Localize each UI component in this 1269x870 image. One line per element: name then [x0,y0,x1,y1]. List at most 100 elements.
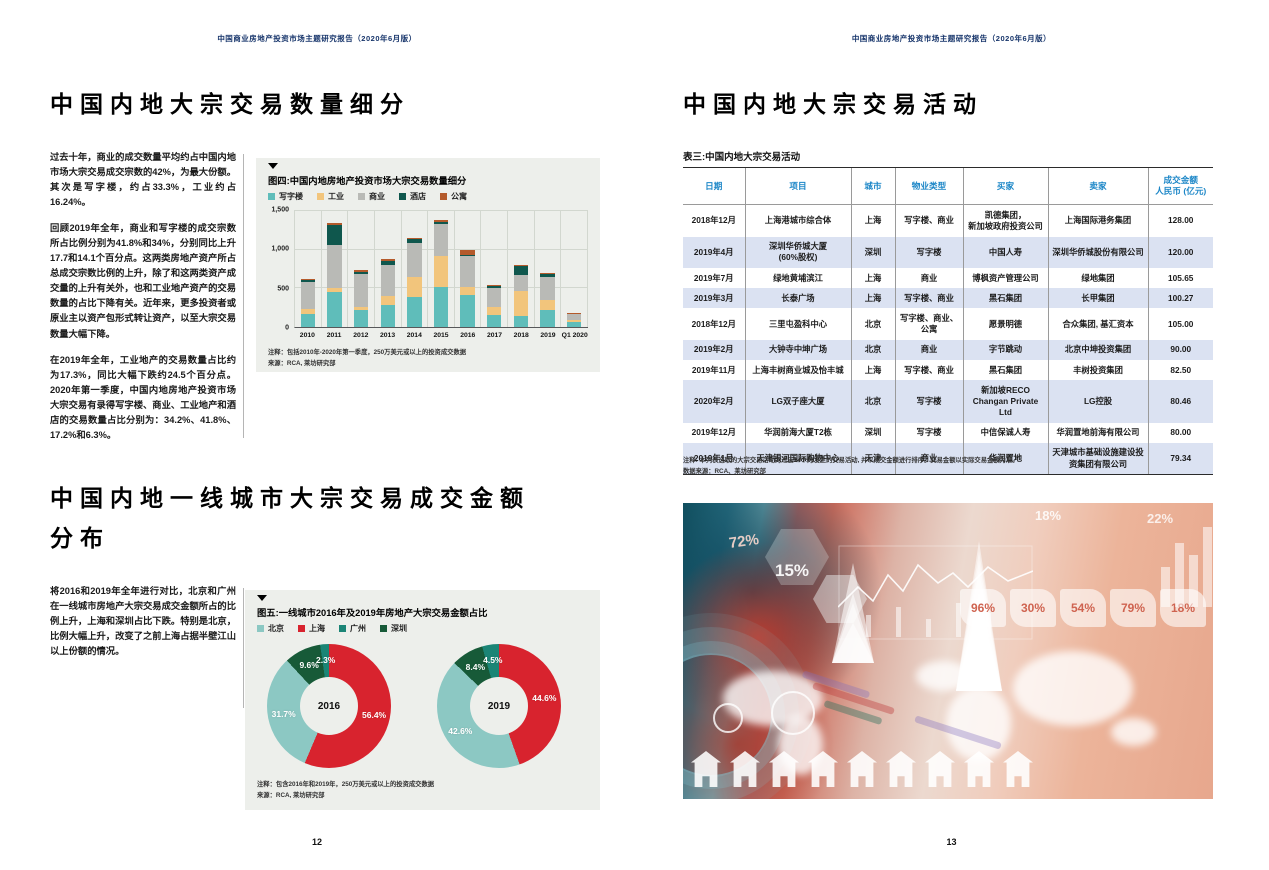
table-cell: 长泰广场 [744,288,851,309]
bar-segment-写字楼 [460,294,475,327]
table-cell: 绿地集团 [1047,268,1148,289]
overlay-bar [1161,567,1170,607]
world-map-blob [916,661,971,691]
page-number: 13 [946,837,957,847]
overlay-bar [1189,555,1198,607]
table-cell: 105.00 [1147,308,1213,340]
table-cell: 80.46 [1147,380,1213,423]
table-cell: 商业 [894,268,963,289]
section-title-deal-activity: 中国内地大宗交易活动 [683,91,983,117]
table-cell: 北京 [850,308,895,340]
overlay-bar [1175,543,1184,607]
table-cell: 2019年11月 [691,364,736,375]
table-cell: 上海 [850,268,895,289]
bar-segment-写字楼 [380,305,395,327]
table-cell: 深圳 [850,236,895,269]
house-icon [769,751,799,787]
table-cell: LG控股 [1047,380,1148,423]
bar-segment-写字楼 [327,291,342,327]
bar-segment-写字楼 [513,316,529,327]
table-row: 2018年12月 上海港城市综合体 上海 写字楼、商业 凯德集团， 新加坡政府投资公司上… [683,204,1213,237]
house-icons-row [691,751,1033,787]
donut-slice-label: 44.6% [532,693,557,704]
legend-item: 北京 [257,623,284,634]
bar-segment-商业 [460,255,475,287]
legend-swatch-icon [257,625,264,632]
page-number: 12 [311,837,322,847]
bar-segment-商业 [487,288,502,307]
bar-segment-商业 [380,265,395,297]
table-cell: 写字楼、商业、公寓 [894,308,963,340]
table-cell: 中信保诚人寿 [962,422,1048,443]
bar-segment-商业 [567,313,582,321]
running-header: 中国商业房地产投资市场主题研究报告（2020年6月版） [217,34,417,43]
legend-item: 工业 [317,191,344,202]
legend-swatch-icon [358,193,365,200]
figure4-legend: 写字楼 工业 商业 酒店 公寓 [268,191,467,202]
table-row: 2019年4月 深圳华侨城大厦 (60%股权) 深圳 写字楼 中国人寿 深圳华侨城股份有限… [683,236,1213,269]
table-cell: LG双子座大厦 [744,380,851,423]
page-12: 中国商业房地产投资市场主题研究报告（2020年6月版） 中国内地大宗交易数量细分… [0,0,634,870]
table-cell: 2018年12月 [691,318,736,329]
table-cell: 商业 [894,442,963,476]
table-cell: 深圳华侨城股份有限公司 [1047,236,1148,269]
bar-segment-公寓 [327,222,342,225]
legend-item: 上海 [298,623,325,634]
figure5-panel: 图五:一线城市2016年及2019年房地产大宗交易金额占比 北京 上海 广州 深圳 5… [245,590,600,810]
table-cell: 128.00 [1147,204,1213,237]
legend-item: 广州 [339,623,366,634]
figure4-title: 图四:中国内地房地产投资市场大宗交易数量细分 [268,176,467,186]
bar-segment-公寓 [300,278,315,281]
donut-slice-label: 4.5% [483,655,503,666]
table-cell: 120.00 [1147,236,1213,269]
table-cell: 字节跳动 [962,339,1048,361]
bar-column [535,211,562,327]
table-cell: 写字楼、商业 [894,360,963,381]
body-text-section2: 将2016和2019年全年进行对比，北京和广州在一线城市房地产大宗交易成交金额所… [50,584,236,670]
table-cell: 商业 [894,339,963,361]
table-cell: 深圳 [850,422,895,443]
table-cell: 华润置地前海有限公司 [1047,422,1148,443]
donut-chart-2019: 44.6% 42.6% 8.4% 4.5% 2019 [437,644,561,768]
donut-slice-label: 2.3% [315,655,336,666]
percent-label: 15% [775,561,810,580]
table-cell: 三里屯盈科中心 [744,308,851,340]
bar-segment-酒店 [353,271,369,274]
table-cell: 上海 [850,204,895,237]
table-row: 2019年12月 华润前海大厦T2栋 深圳 写字楼 中信保诚人寿 华润置地前海有限公司 80… [683,422,1213,443]
bar-column [561,211,589,327]
bar-segment-工业 [460,286,475,295]
percent-label: 18% [1035,508,1062,523]
bar-segment-工业 [567,320,582,323]
legend-item: 酒店 [399,191,426,202]
table-cell: 2019年12月 [691,427,736,438]
column-divider [243,154,244,438]
bar-segment-工业 [300,309,315,314]
table-cell: 2020年2月 [693,395,734,406]
legend-swatch-icon [380,625,387,632]
bar-column [322,211,349,327]
table-caption: 表三:中国内地大宗交易活动 [683,152,801,163]
table-cell: 长甲集团 [1047,288,1148,309]
column-header-buyer: 买家 [962,166,1048,206]
house-icon [1003,751,1033,787]
bar-segment-酒店 [380,261,395,266]
page-13: 中国商业房地产投资市场主题研究报告（2020年6月版） 中国内地大宗交易活动 表… [634,0,1269,870]
donut-slice-label: 9.6% [299,659,319,670]
paragraph: 过去十年，商业的成交数量平均约占中国内地市场大宗交易成交宗数的42%，为最大份额… [50,152,236,208]
overlay-bar [1203,527,1212,607]
section-title-deal-volume-breakdown: 中国内地大宗交易数量细分 [50,91,410,117]
table-row: 2019年11月 上海丰树商业城及怡丰城 上海 写字楼、商业 黑石集团 丰树投资集团 82.… [683,360,1213,381]
table-cell: 黑石集团 [962,360,1048,381]
bar-segment-工业 [540,299,555,310]
table-cell: 北京中坤投资集团 [1047,339,1148,361]
bar-column [481,211,509,327]
bar-segment-商业 [353,273,369,307]
bar-segment-公寓 [353,269,369,272]
bar-column [375,211,402,327]
bar-segment-工业 [487,306,502,315]
bar-segment-工业 [513,290,529,317]
donut-slice-label: 42.6% [448,725,473,736]
bar-segment-公寓 [540,272,555,274]
bar-segment-写字楼 [540,310,555,327]
